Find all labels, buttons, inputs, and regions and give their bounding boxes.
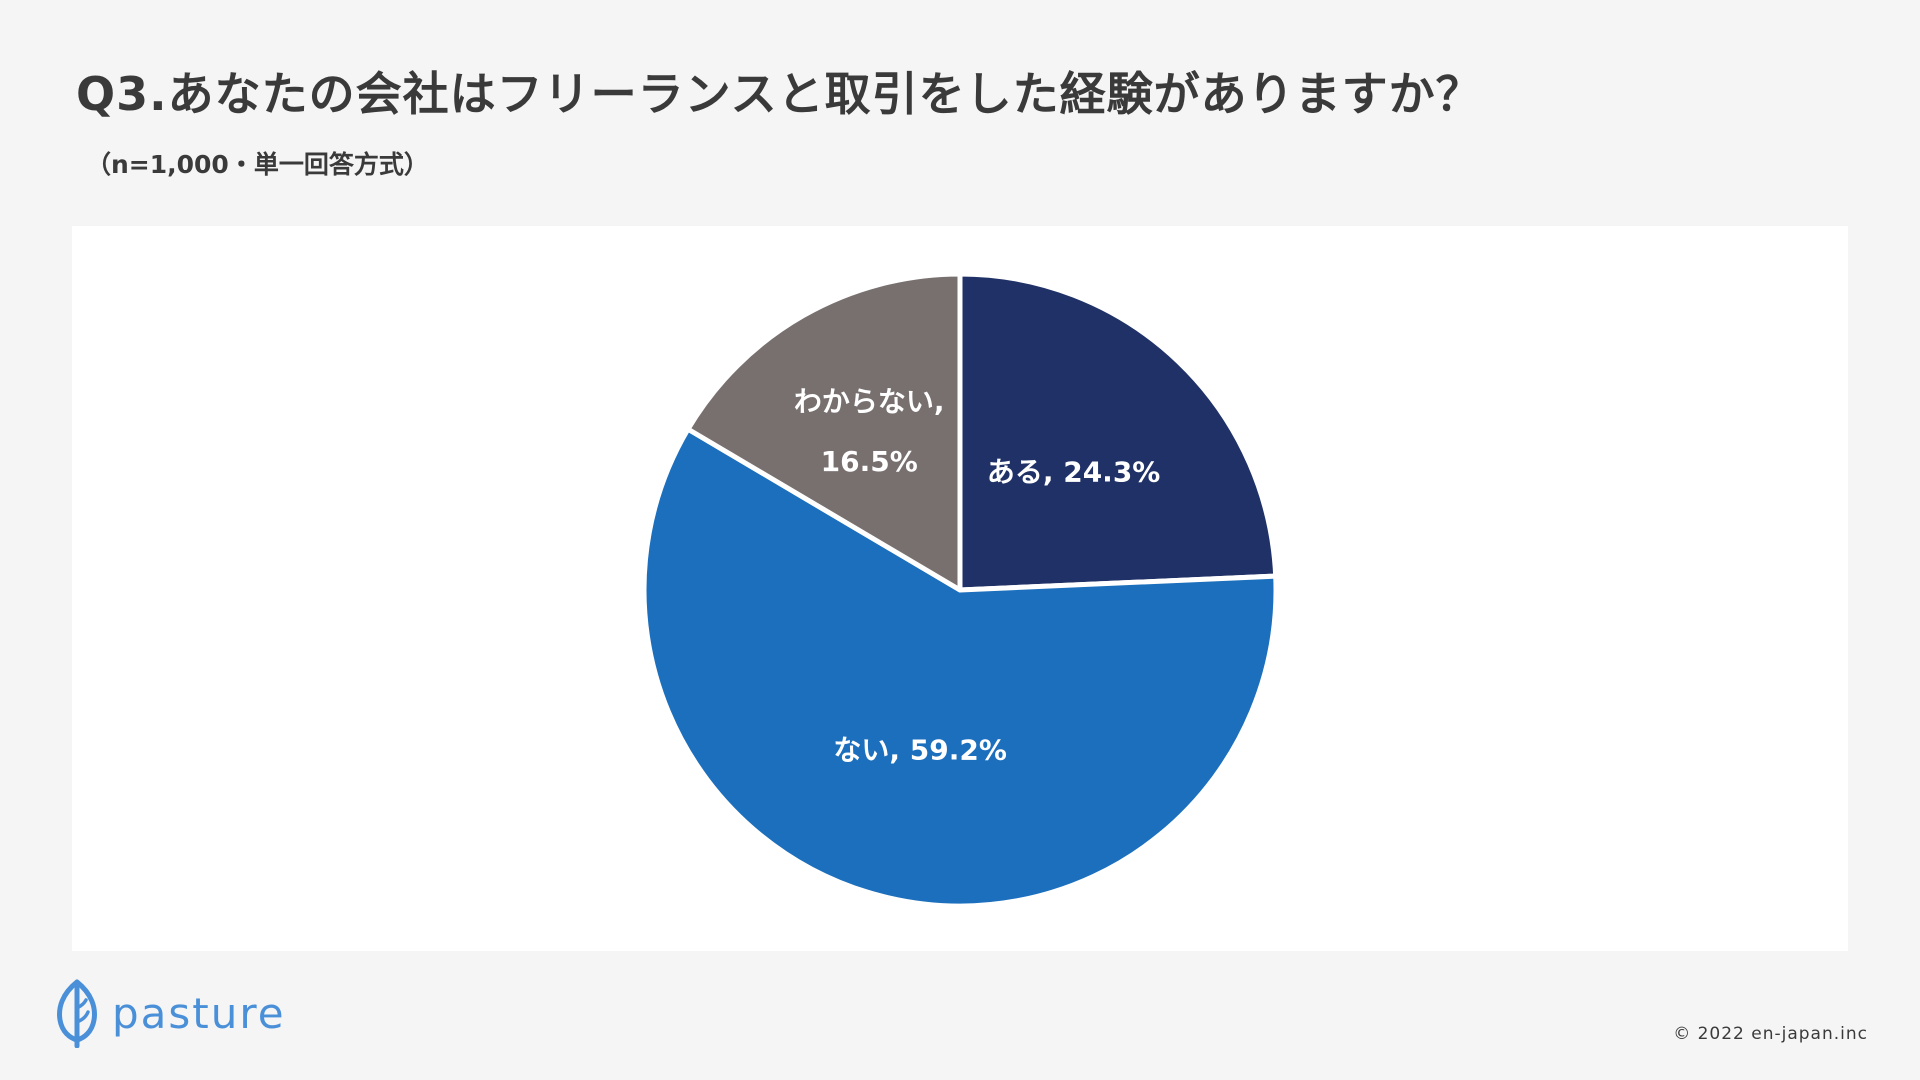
pie-label-line: ある, 24.3% bbox=[987, 455, 1161, 488]
page-title: Q3.あなたの会社はフリーランスと取引をした経験がありますか？ bbox=[76, 67, 1483, 121]
brand-logo: pasture bbox=[54, 978, 286, 1048]
pie-label-line: ない, 59.2% bbox=[833, 733, 1007, 766]
pie-slice-nai bbox=[641, 426, 1279, 909]
pie-chart: ある, 24.3% ない, 59.2% わからない, 16.5% bbox=[641, 271, 1279, 909]
copyright: © 2022 en-japan.inc bbox=[1673, 1024, 1868, 1044]
logo-text: pasture bbox=[112, 988, 286, 1038]
pie-label-wakaranai: わからない, 16.5% bbox=[794, 385, 945, 478]
chart-panel: ある, 24.3% ない, 59.2% わからない, 16.5% bbox=[72, 226, 1848, 951]
page-subtitle: （n=1,000・単一回答方式） bbox=[86, 150, 429, 179]
pie-slice-wakaranai bbox=[685, 271, 963, 593]
pie-label-line: 16.5% bbox=[821, 445, 918, 478]
pie-slice-aru bbox=[957, 271, 1279, 593]
pie-label-aru: ある, 24.3% bbox=[987, 455, 1161, 488]
pie-label-nai: ない, 59.2% bbox=[833, 733, 1007, 766]
leaf-icon bbox=[57, 979, 97, 1048]
pie-label-line: わからない, bbox=[794, 385, 945, 418]
